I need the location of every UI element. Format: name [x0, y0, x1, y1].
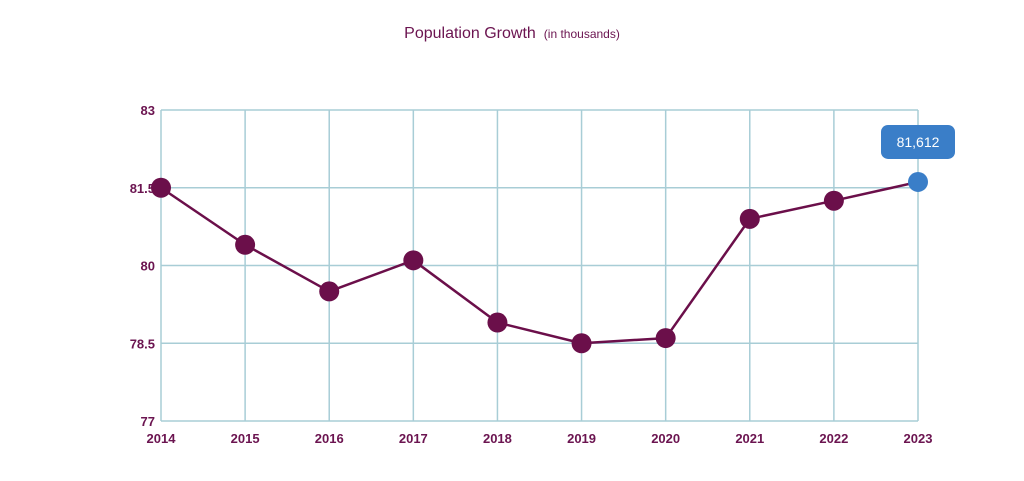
y-tick-label: 81.5: [130, 181, 155, 196]
series-layer: [160, 180, 919, 345]
data-point[interactable]: [487, 312, 508, 333]
data-point-highlighted[interactable]: [908, 171, 928, 192]
data-point[interactable]: [403, 250, 424, 271]
x-tick-label: 2022: [819, 431, 848, 446]
y-axis-ticks: 77 78.5 80 81.5 83: [130, 103, 155, 429]
chart-title: Population Growth: [404, 25, 536, 42]
y-tick-label: 78.5: [130, 336, 155, 351]
y-tick-label: 77: [141, 414, 155, 429]
data-point[interactable]: [739, 208, 760, 229]
tooltip-value: 81,612: [897, 134, 940, 150]
x-tick-label: 2015: [231, 431, 260, 446]
data-point[interactable]: [151, 177, 171, 198]
chart-title-group: Population Growth (in thousands): [404, 25, 620, 42]
x-axis-ticks: 2014 2015 2016 2017 2018 2019 2020 2021 2022 2023: [147, 431, 933, 446]
tooltip: 81,612: [881, 124, 955, 159]
x-tick-label: 2017: [399, 431, 428, 446]
chart-subtitle: (in thousands): [544, 27, 620, 41]
data-point[interactable]: [655, 328, 676, 349]
x-tick-label: 2016: [315, 431, 344, 446]
points-layer: [151, 171, 928, 354]
x-tick-label: 2018: [483, 431, 512, 446]
data-point[interactable]: [319, 281, 340, 302]
x-tick-label: 2019: [567, 431, 596, 446]
x-tick-label: 2023: [904, 431, 933, 446]
tooltip-box: [881, 124, 955, 159]
y-tick-label: 80: [141, 259, 155, 274]
x-tick-label: 2021: [735, 431, 764, 446]
data-point[interactable]: [571, 333, 592, 354]
y-tick-label: 83: [141, 103, 155, 118]
series-line: [160, 180, 919, 345]
data-point[interactable]: [235, 234, 256, 255]
x-tick-label: 2014: [147, 431, 177, 446]
data-point[interactable]: [823, 190, 844, 211]
x-tick-label: 2020: [651, 431, 680, 446]
grid: [160, 109, 919, 422]
